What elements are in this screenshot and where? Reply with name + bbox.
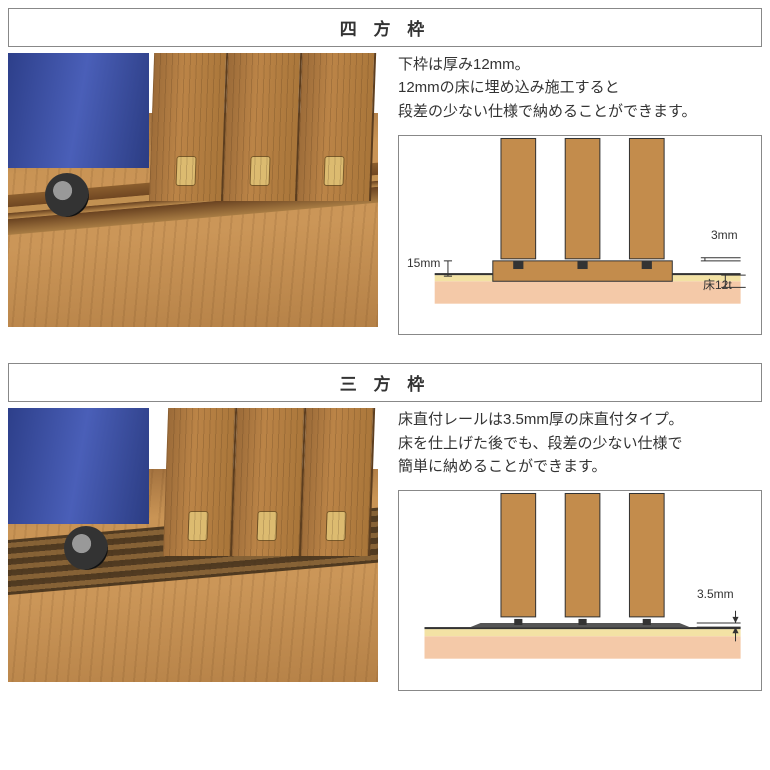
door-panel	[302, 408, 376, 556]
panel	[629, 494, 664, 617]
cross-section-diagram: 3.5mm	[398, 490, 762, 691]
floor-core	[435, 281, 741, 303]
desc-line: 12mmの床に埋め込み施工すると	[398, 76, 762, 99]
panel-hardware-icon	[175, 156, 196, 186]
content-row: 下枠は厚み12mm。 12mmの床に埋め込み施工すると 段差の少ない仕様で納める…	[8, 53, 762, 335]
rail-groove	[577, 261, 587, 269]
section-title: 三 方 枠	[8, 363, 762, 402]
suitcase	[8, 408, 149, 523]
desc-line: 段差の少ない仕様で納めることができます。	[398, 100, 762, 123]
panel-hardware-icon	[326, 512, 347, 542]
rail-groove	[513, 261, 523, 269]
panel	[565, 138, 600, 258]
dim-label: 3mm	[711, 228, 738, 242]
panel	[565, 494, 600, 617]
description-column: 床直付レールは3.5mm厚の床直付タイプ。 床を仕上げた後でも、段差の少ない仕様…	[398, 408, 762, 690]
door-panel	[232, 408, 306, 556]
panel-hardware-icon	[249, 156, 270, 186]
door-panel	[223, 53, 302, 201]
photo-illustration	[8, 408, 378, 682]
floor-line	[424, 627, 740, 629]
rail-roller	[643, 619, 651, 625]
rail-roller	[514, 619, 522, 625]
panel-hardware-icon	[187, 512, 208, 542]
dim-label: 3.5mm	[697, 587, 734, 601]
door-panels	[163, 408, 375, 556]
dim-label: 床12t	[703, 276, 732, 293]
desc-line: 床を仕上げた後でも、段差の少ない仕様で	[398, 432, 762, 455]
content-row: 床直付レールは3.5mm厚の床直付タイプ。 床を仕上げた後でも、段差の少ない仕様…	[8, 408, 762, 690]
section-three-sided: 三 方 枠 床直付レールは3.5mm厚の床直付タイプ。 床を仕上げた後でも、段差…	[8, 363, 762, 690]
cross-section-diagram: 15mm 3mm 床12t	[398, 135, 762, 336]
rail-roller	[578, 619, 586, 625]
panel-hardware-icon	[323, 156, 344, 186]
photo-illustration	[8, 53, 378, 327]
diagram-svg	[399, 136, 761, 335]
desc-line: 床直付レールは3.5mm厚の床直付タイプ。	[398, 408, 762, 431]
suitcase	[8, 53, 149, 168]
panel	[501, 494, 536, 617]
description-column: 下枠は厚み12mm。 12mmの床に埋め込み施工すると 段差の少ない仕様で納める…	[398, 53, 762, 335]
section-four-sided: 四 方 枠 下枠は厚み12mm。 12mmの床に埋め込み施工すると 段差の少ない…	[8, 8, 762, 335]
caster-wheel-icon	[64, 526, 108, 570]
desc-line: 簡単に納めることができます。	[398, 455, 762, 478]
rail-groove	[642, 261, 652, 269]
panel	[629, 138, 664, 258]
door-panel	[297, 53, 376, 201]
panel	[501, 138, 536, 258]
section-title: 四 方 枠	[8, 8, 762, 47]
door-panels	[149, 53, 376, 201]
door-panel	[149, 53, 228, 201]
description-text: 下枠は厚み12mm。 12mmの床に埋め込み施工すると 段差の少ない仕様で納める…	[398, 53, 762, 123]
floor-top	[424, 629, 740, 636]
description-text: 床直付レールは3.5mm厚の床直付タイプ。 床を仕上げた後でも、段差の少ない仕様…	[398, 408, 762, 478]
door-panel	[163, 408, 237, 556]
panel-hardware-icon	[257, 512, 278, 542]
desc-line: 下枠は厚み12mm。	[398, 53, 762, 76]
floor-core	[424, 636, 740, 658]
dim-label: 15mm	[407, 256, 440, 270]
